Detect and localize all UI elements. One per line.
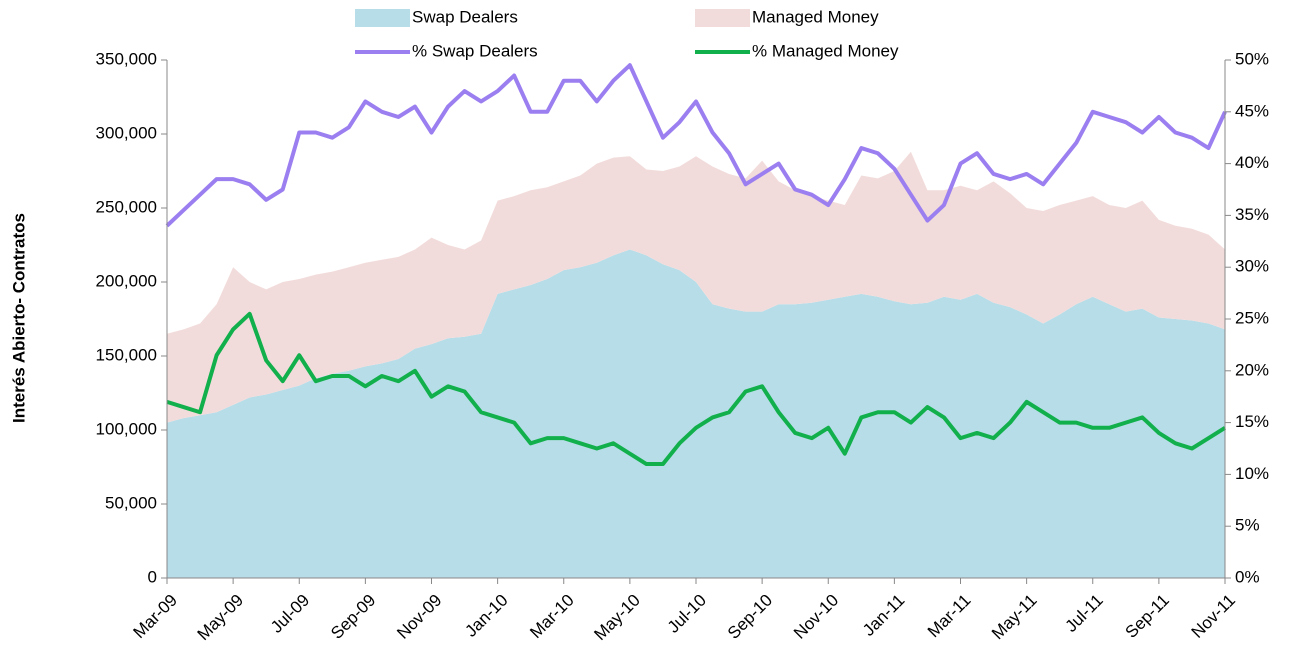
x-tick-label: Jul-09 (267, 591, 313, 637)
y-tick-label: 200,000 (96, 271, 157, 290)
y2-tick-label: 10% (1235, 464, 1269, 483)
y2-tick-label: 45% (1235, 101, 1269, 120)
x-tick-label: May-09 (194, 591, 248, 645)
x-tick-label: Mar-11 (924, 591, 975, 642)
y2-tick-label: 5% (1235, 516, 1260, 535)
x-tick-label: Jul-11 (1061, 591, 1106, 636)
y-tick-label: 250,000 (96, 197, 157, 216)
legend-swatch (355, 9, 410, 27)
legend-label: Swap Dealers (412, 7, 518, 26)
y-axis-label: Interés Abierto- Contratos (9, 213, 28, 423)
y-tick-label: 350,000 (96, 49, 157, 68)
y2-tick-label: 0% (1235, 567, 1260, 586)
y-tick-label: 300,000 (96, 123, 157, 142)
x-tick-label: Mar-09 (129, 591, 181, 643)
area (167, 249, 1225, 578)
y-tick-label: 150,000 (96, 345, 157, 364)
x-tick-label: May-10 (590, 591, 644, 645)
y2-tick-label: 15% (1235, 412, 1269, 431)
x-tick-label: Jan-11 (859, 591, 908, 640)
y2-tick-label: 50% (1235, 49, 1269, 68)
y2-tick-label: 35% (1235, 205, 1269, 224)
x-tick-label: Jan-10 (461, 591, 511, 641)
legend-swatch (695, 9, 750, 27)
y-tick-label: 50,000 (105, 493, 157, 512)
area (167, 151, 1225, 423)
x-tick-label: Nov-09 (393, 591, 445, 643)
line (166, 311, 1227, 467)
x-tick-label: Sep-09 (327, 591, 379, 643)
y2-tick-label: 25% (1235, 308, 1269, 327)
x-tick-label: Sep-10 (724, 591, 776, 643)
y2-tick-label: 40% (1235, 153, 1269, 172)
x-tick-label: Nov-11 (1188, 591, 1239, 642)
x-tick-label: Mar-10 (526, 591, 578, 643)
y-tick-label: 0 (148, 567, 157, 586)
x-tick-label: Jul-10 (664, 591, 710, 637)
x-tick-label: May-11 (988, 591, 1041, 644)
y-tick-label: 100,000 (96, 419, 157, 438)
legend-label: Managed Money (752, 7, 879, 26)
y2-tick-label: 20% (1235, 360, 1269, 379)
legend-label: % Managed Money (752, 41, 899, 60)
y2-tick-label: 30% (1235, 257, 1269, 276)
x-tick-label: Nov-10 (790, 591, 842, 643)
line (165, 63, 1227, 228)
legend-label: % Swap Dealers (412, 41, 538, 60)
x-tick-label: Sep-11 (1122, 591, 1173, 642)
